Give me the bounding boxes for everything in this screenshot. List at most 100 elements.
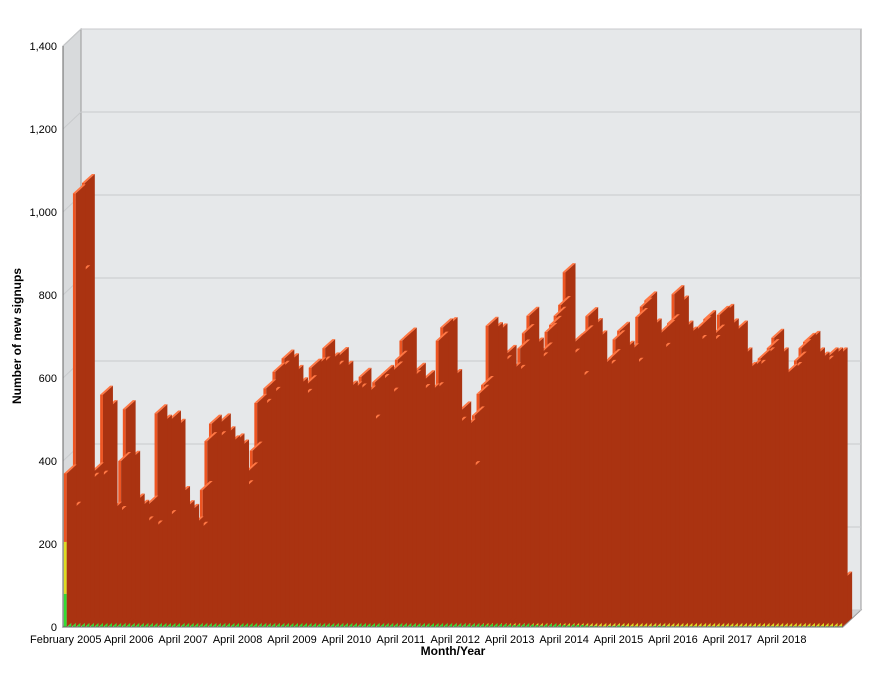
bar-top	[308, 358, 322, 368]
bar-green	[485, 624, 489, 627]
bar-top	[585, 307, 599, 317]
bar-green	[526, 622, 530, 627]
bar-green	[567, 625, 571, 627]
bar-green	[612, 625, 616, 627]
bar-top	[399, 331, 413, 341]
bar-green	[476, 622, 480, 627]
bar-top	[562, 263, 576, 273]
bar-top	[254, 393, 268, 403]
bar-green	[508, 624, 512, 627]
bar-green	[617, 625, 620, 627]
bar-green	[422, 622, 425, 627]
bar-green	[512, 624, 516, 627]
x-tick-label: April 2014	[539, 634, 589, 646]
y-tick-label: 200	[39, 539, 57, 551]
bar-top	[63, 464, 77, 474]
bar-top	[635, 307, 649, 317]
bar-top	[394, 350, 408, 360]
bar-top	[793, 351, 807, 361]
bar-green	[621, 625, 625, 627]
bar-green	[472, 622, 475, 627]
bar-top	[517, 339, 531, 349]
bar-top	[608, 349, 621, 359]
bar-green	[517, 624, 521, 627]
bar-top	[766, 339, 780, 349]
bar-green	[653, 625, 657, 627]
x-tick-label: April 2009	[267, 634, 317, 646]
bar-top	[372, 373, 386, 383]
bar-green	[562, 624, 566, 627]
bar-top	[118, 452, 132, 461]
bar-top	[435, 331, 449, 341]
bar-top	[544, 322, 558, 332]
bar-green	[467, 623, 471, 627]
x-tick-label: April 2013	[485, 634, 535, 646]
bar-green	[553, 622, 557, 627]
bar-green	[372, 622, 376, 627]
bar-top	[322, 339, 336, 349]
bar-orange	[72, 193, 76, 515]
bar-top	[553, 306, 567, 316]
x-axis-title: Month/Year	[421, 644, 486, 658]
bar-top	[82, 173, 95, 183]
bar-green	[499, 623, 503, 627]
bar-top	[272, 362, 286, 372]
bar-side	[66, 464, 77, 627]
y-tick-label: 400	[39, 456, 57, 468]
y-tick-label: 1,000	[29, 207, 57, 219]
bar-green	[63, 593, 67, 627]
x-tick-label: April 2016	[648, 634, 698, 646]
bar-top	[358, 367, 372, 377]
bar-green	[521, 623, 525, 627]
y-tick-labels: 0 200 400 600 800 1,000 1,200 1,400	[29, 41, 57, 634]
x-tick-label: April 2007	[158, 634, 208, 646]
bar-stack	[63, 464, 77, 627]
bars-layer	[63, 173, 853, 627]
y-tick-label: 1,200	[29, 124, 57, 136]
bar-top	[72, 184, 86, 194]
y-tick-label: 800	[39, 290, 57, 302]
bar-top	[698, 316, 712, 326]
bar-top	[549, 315, 562, 325]
bar-top	[617, 321, 630, 331]
bar-top	[154, 404, 168, 414]
x-tick-label: February 2005	[30, 634, 102, 646]
bar-green	[576, 624, 580, 627]
bar-top	[612, 330, 626, 340]
bar-yellow	[63, 541, 67, 594]
bar-top	[771, 328, 785, 338]
x-tick-label: April 2018	[757, 634, 807, 646]
x-tick-label: April 2006	[104, 634, 154, 646]
bar-top	[199, 481, 213, 491]
x-tick-label: April 2011	[376, 634, 425, 646]
bar-top	[639, 297, 653, 307]
bar-orange	[154, 413, 158, 574]
gridline-side	[62, 28, 82, 47]
axes	[62, 46, 843, 628]
bar-top	[100, 385, 113, 395]
bar-green	[558, 624, 561, 627]
bar-green	[549, 623, 552, 627]
bar-green	[190, 622, 194, 627]
bar-top	[485, 316, 499, 326]
x-tick-labels: February 2005 April 2006 April 2007 April 2…	[30, 634, 807, 646]
bar-top	[249, 441, 263, 451]
bar-top	[803, 332, 816, 342]
bar-top	[526, 306, 540, 316]
bar-top	[580, 325, 594, 335]
x-tick-label: April 2012	[430, 634, 480, 646]
y-tick-label: 0	[51, 622, 57, 634]
bar-green	[571, 624, 575, 627]
gridline-side	[62, 111, 82, 130]
bar-top	[204, 432, 218, 442]
bar-top	[662, 320, 676, 330]
bar-top	[644, 291, 658, 301]
bar-green	[585, 625, 589, 627]
bar-green	[540, 625, 543, 627]
bar-top	[757, 349, 771, 359]
y-axis-title: Number of new signups	[10, 268, 24, 404]
bar-top	[703, 310, 717, 320]
bar-green	[657, 625, 661, 627]
bar-top	[472, 406, 485, 416]
